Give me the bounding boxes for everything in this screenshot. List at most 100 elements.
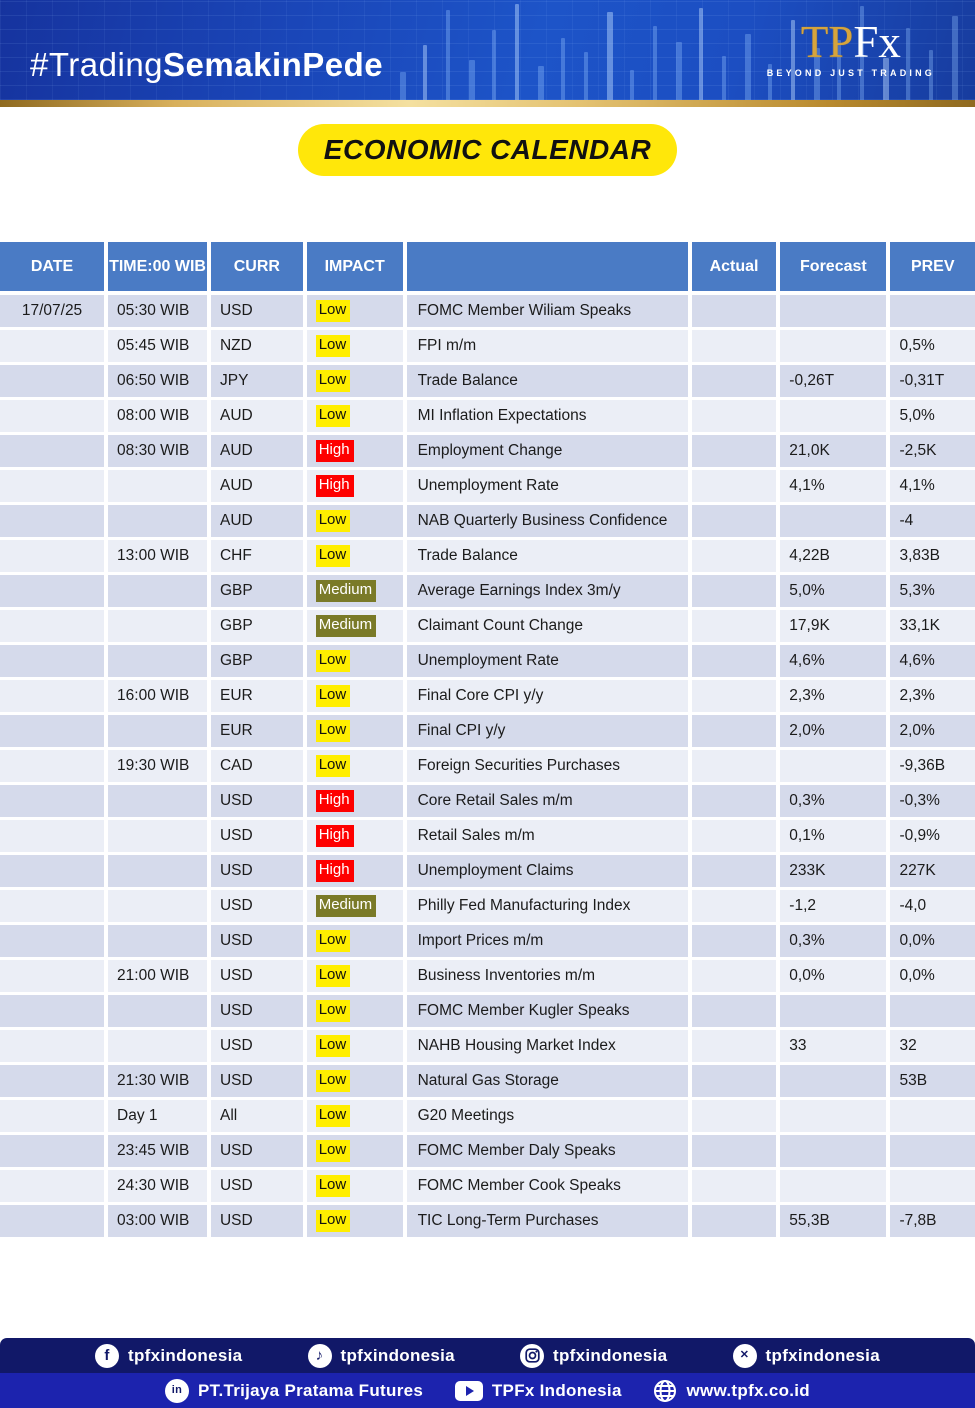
impact-badge: Low bbox=[315, 650, 351, 672]
banner-chart-bar bbox=[653, 26, 657, 100]
cell-event: Natural Gas Storage bbox=[404, 1063, 692, 1100]
cell-forecast: -1,2 bbox=[778, 888, 891, 925]
youtube-icon bbox=[454, 1380, 483, 1401]
table-row: 17/07/25 05:30 WIB USD Low FOMC Member Wilia… bbox=[0, 293, 975, 330]
cell-forecast bbox=[778, 1133, 891, 1170]
cell-curr: CHF bbox=[208, 538, 307, 575]
play-triangle bbox=[465, 1385, 474, 1396]
cell-forecast: 233K bbox=[778, 853, 891, 890]
cell-impact: High bbox=[304, 433, 407, 470]
cell-curr: GBP bbox=[208, 573, 307, 610]
table-row: 08:00 WIB AUD Low MI Inflation Expectations… bbox=[0, 398, 975, 435]
cell-prev bbox=[888, 1098, 975, 1135]
cell-curr: USD bbox=[208, 1168, 307, 1205]
cell-actual bbox=[689, 678, 781, 715]
footer-item: f tpfxindonesia bbox=[95, 1343, 242, 1368]
cell-curr: USD bbox=[208, 1203, 307, 1240]
hashtag-regular: #Trading bbox=[30, 46, 164, 83]
cell-forecast bbox=[778, 1168, 891, 1205]
cell-prev: 2,3% bbox=[888, 678, 975, 715]
header-time: TIME:00 WIB bbox=[106, 242, 211, 295]
cell-actual bbox=[689, 1168, 781, 1205]
impact-badge: Low bbox=[315, 755, 351, 777]
footer-company-bar: in PT.Trijaya Pratama Futures TPFx Indones… bbox=[0, 1373, 975, 1408]
banner-chart-bar bbox=[814, 48, 820, 100]
cell-forecast bbox=[778, 748, 891, 785]
banner-chart-bar bbox=[538, 66, 544, 100]
cell-forecast: 4,6% bbox=[778, 643, 891, 680]
cell-time bbox=[106, 818, 211, 855]
cell-actual bbox=[689, 468, 781, 505]
cell-time: 08:30 WIB bbox=[106, 433, 211, 470]
cell-impact: Low bbox=[304, 293, 407, 330]
cell-prev: -2,5K bbox=[888, 433, 975, 470]
cell-prev: -4 bbox=[888, 503, 975, 540]
cell-prev: -7,8B bbox=[888, 1203, 975, 1240]
cell-curr: USD bbox=[208, 888, 307, 925]
cell-actual bbox=[689, 818, 781, 855]
footer-item: ♪ tpfxindonesia bbox=[307, 1343, 455, 1368]
table-row: USD Low Import Prices m/m 0,3% 0,0% bbox=[0, 923, 975, 960]
cell-prev: 4,6% bbox=[888, 643, 975, 680]
cell-time bbox=[106, 503, 211, 540]
banner-chart-bar bbox=[883, 58, 889, 100]
footer-item: TPFx Indonesia bbox=[454, 1380, 622, 1401]
banner-hashtag: #TradingSemakinPede bbox=[30, 46, 383, 84]
footer-social-bar: f tpfxindonesia ♪ tpfxindonesia tpfxindonesi… bbox=[0, 1338, 975, 1373]
cell-prev bbox=[888, 293, 975, 330]
cell-curr: AUD bbox=[208, 468, 307, 505]
table-row: 21:30 WIB USD Low Natural Gas Storage 53B bbox=[0, 1063, 975, 1100]
cell-impact: High bbox=[304, 783, 407, 820]
cell-time: Day 1 bbox=[106, 1098, 211, 1135]
cell-curr: USD bbox=[208, 1028, 307, 1065]
cell-impact: Low bbox=[304, 328, 407, 365]
cell-time bbox=[106, 783, 211, 820]
table-row: 21:00 WIB USD Low Business Inventories m/m 0… bbox=[0, 958, 975, 995]
cell-time: 24:30 WIB bbox=[106, 1168, 211, 1205]
cell-forecast bbox=[778, 1063, 891, 1100]
cell-prev: 0,5% bbox=[888, 328, 975, 365]
cell-actual bbox=[689, 888, 781, 925]
impact-badge: Low bbox=[315, 1035, 351, 1057]
banner-chart-bar bbox=[699, 8, 703, 100]
x-glyph: ✕ bbox=[739, 1349, 750, 1361]
cell-event: Retail Sales m/m bbox=[404, 818, 692, 855]
tpfx-logo-word: TPFx bbox=[767, 20, 935, 65]
cell-impact: High bbox=[304, 818, 407, 855]
cell-actual bbox=[689, 993, 781, 1030]
cell-event: Unemployment Rate bbox=[404, 643, 692, 680]
cell-impact: Low bbox=[304, 643, 407, 680]
cell-time: 03:00 WIB bbox=[106, 1203, 211, 1240]
cell-impact: Medium bbox=[304, 573, 407, 610]
cell-impact: High bbox=[304, 468, 407, 505]
cell-actual bbox=[689, 573, 781, 610]
cell-time: 16:00 WIB bbox=[106, 678, 211, 715]
cell-prev: 0,0% bbox=[888, 958, 975, 995]
cell-actual bbox=[689, 503, 781, 540]
impact-badge: High bbox=[315, 440, 354, 462]
banner-chart-decoration bbox=[0, 0, 975, 100]
impact-badge: Medium bbox=[315, 615, 377, 637]
table-row: GBP Medium Claimant Count Change 17,9K 33,1K bbox=[0, 608, 975, 645]
cell-event: NAB Quarterly Business Confidence bbox=[404, 503, 692, 540]
cell-impact: Low bbox=[304, 678, 407, 715]
cell-actual bbox=[689, 1098, 781, 1135]
table-row: 06:50 WIB JPY Low Trade Balance -0,26T -0,31T bbox=[0, 363, 975, 400]
company-label: www.tpfx.co.id bbox=[686, 1380, 810, 1400]
cell-prev: 53B bbox=[888, 1063, 975, 1100]
cell-time: 23:45 WIB bbox=[106, 1133, 211, 1170]
header-curr: CURR bbox=[208, 242, 307, 295]
cell-time: 21:00 WIB bbox=[106, 958, 211, 995]
cell-curr: AUD bbox=[208, 398, 307, 435]
banner-chart-bar bbox=[676, 42, 682, 100]
impact-badge: Low bbox=[315, 1070, 351, 1092]
cell-time bbox=[106, 468, 211, 505]
cell-curr: USD bbox=[208, 958, 307, 995]
cell-event: Import Prices m/m bbox=[404, 923, 692, 960]
instagram-glyph bbox=[524, 1348, 540, 1363]
cell-actual bbox=[689, 1028, 781, 1065]
cell-date bbox=[0, 573, 109, 610]
banner-chart-bar bbox=[607, 12, 613, 100]
cell-event: FOMC Member Cook Speaks bbox=[404, 1168, 692, 1205]
